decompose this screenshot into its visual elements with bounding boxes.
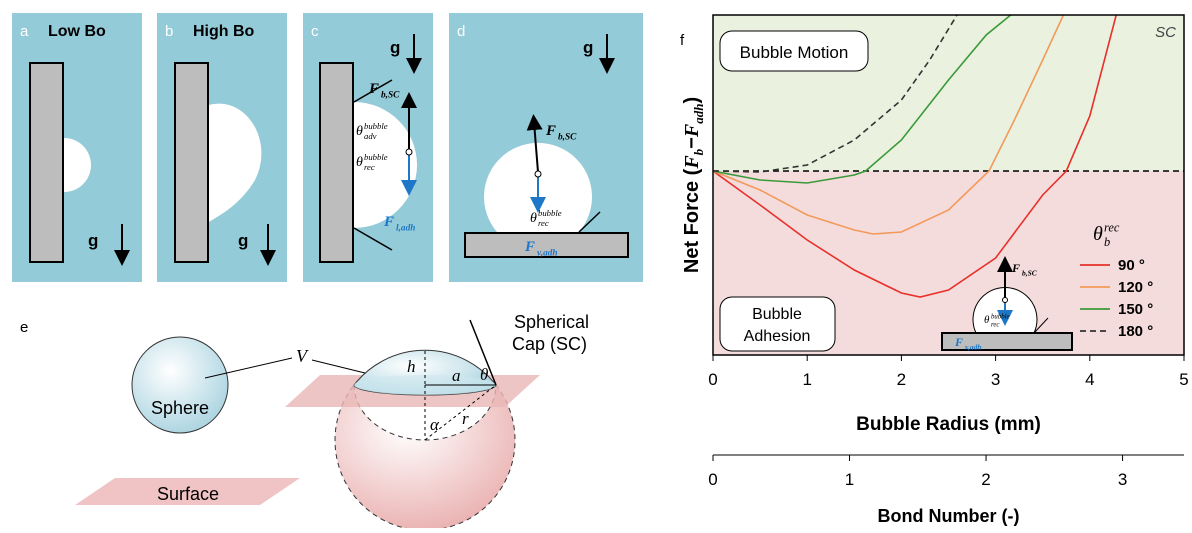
symbol: θ bbox=[1093, 223, 1103, 245]
sphere bbox=[132, 337, 228, 433]
gravity-label: g bbox=[583, 38, 593, 57]
superscript: rec bbox=[1104, 221, 1120, 235]
subscript: b,SC bbox=[1022, 269, 1038, 278]
superscript: bubble bbox=[364, 121, 388, 131]
x2-tick-label: 3 bbox=[1118, 470, 1127, 489]
y-title-part: adh bbox=[691, 104, 706, 124]
subscript: rec bbox=[364, 162, 375, 172]
base-radius-label: a bbox=[452, 366, 461, 385]
cap-label: Spherical bbox=[514, 312, 589, 332]
annotation: SC bbox=[1155, 24, 1176, 41]
symbol: θ bbox=[530, 211, 537, 226]
x-tick-label: 1 bbox=[802, 370, 811, 389]
x-axis-title: Bubble Radius (mm) bbox=[856, 414, 1041, 435]
panel-label: f bbox=[680, 32, 685, 49]
superscript: bubble bbox=[364, 152, 388, 162]
panel-label: b bbox=[165, 23, 173, 40]
subscript: l,adh bbox=[396, 224, 415, 234]
symbol: θ bbox=[356, 124, 363, 139]
center bbox=[406, 149, 412, 155]
y-title-part: − bbox=[681, 137, 703, 149]
symbol: F bbox=[545, 123, 556, 139]
gravity-label: g bbox=[390, 38, 400, 57]
cap-label: Cap (SC) bbox=[512, 334, 587, 354]
wall bbox=[30, 63, 63, 262]
y-title-part: Net Force ( bbox=[681, 168, 703, 273]
subscript: b,SC bbox=[381, 91, 400, 101]
radius-label: r bbox=[462, 409, 469, 428]
panel-label: a bbox=[20, 23, 29, 40]
panel-title: High Bo bbox=[193, 23, 255, 40]
x2-tick-label: 0 bbox=[708, 470, 717, 489]
y-title-part: F bbox=[681, 123, 703, 138]
angle-label: θ bbox=[480, 365, 488, 384]
page: { "panels": { "a": {"label": "a", "title… bbox=[0, 0, 1192, 533]
superscript: bubble bbox=[991, 313, 1010, 320]
x2-axis-title: Bond Number (-) bbox=[878, 506, 1020, 526]
annotation: Bubble Motion bbox=[740, 43, 849, 62]
x2-tick-label: 2 bbox=[981, 470, 990, 489]
panel-title: Low Bo bbox=[48, 23, 106, 40]
panel-a: a Low Bo g bbox=[12, 13, 142, 282]
wall bbox=[175, 63, 208, 262]
legend-label: 90 ° bbox=[1118, 257, 1145, 274]
subscript: v,adh bbox=[537, 249, 558, 259]
gravity-label: g bbox=[238, 231, 248, 250]
symbol: θ bbox=[984, 314, 990, 326]
symbol: F bbox=[524, 239, 535, 255]
y-title-part: F bbox=[681, 155, 703, 170]
sphere-label: Sphere bbox=[151, 398, 209, 418]
x-tick-label: 3 bbox=[991, 370, 1000, 389]
symbol: F bbox=[368, 81, 379, 97]
surface-label: Surface bbox=[157, 484, 219, 504]
subscript: adv bbox=[364, 131, 377, 141]
symbol: θ bbox=[356, 155, 363, 170]
legend-label: 120 ° bbox=[1118, 279, 1153, 296]
alpha-label: α bbox=[430, 415, 440, 434]
panel-b: b High Bo g bbox=[157, 13, 287, 282]
y-title-part: ) bbox=[681, 97, 703, 104]
y-axis-title: Net Force (Fb−Fadh) bbox=[681, 97, 706, 273]
symbol: F bbox=[954, 335, 963, 349]
chart: 0 1 2 3 4 5 Bubble Radius (mm) 0 1 2 3 Bond Number … bbox=[680, 15, 1189, 526]
x-tick-label: 2 bbox=[897, 370, 906, 389]
figure: a Low Bo g b High Bo g c g d g e Surface… bbox=[0, 0, 1192, 528]
symbol: F bbox=[383, 214, 394, 230]
inset-center bbox=[1003, 298, 1008, 303]
x-tick-label: 4 bbox=[1085, 370, 1094, 389]
x-tick-label: 0 bbox=[708, 370, 717, 389]
annotation: Bubble bbox=[752, 306, 802, 323]
panel-label: d bbox=[457, 23, 465, 40]
legend-label: 180 ° bbox=[1118, 323, 1153, 340]
panel-d: d g bbox=[449, 13, 643, 282]
subscript: rec bbox=[991, 321, 999, 328]
x2-tick-label: 1 bbox=[845, 470, 854, 489]
x-tick-label: 5 bbox=[1179, 370, 1188, 389]
gravity-label: g bbox=[88, 231, 98, 250]
height-label: h bbox=[407, 357, 416, 376]
subscript: b bbox=[1104, 235, 1110, 249]
panel-e: e Surface Sphere V h a θ α r Spherical C… bbox=[20, 312, 589, 528]
volume-label: V bbox=[296, 346, 309, 366]
annotation: Adhesion bbox=[744, 328, 811, 345]
panel-label: c bbox=[311, 23, 319, 40]
wall bbox=[320, 63, 353, 262]
center bbox=[535, 171, 541, 177]
subscript: rec bbox=[538, 218, 549, 228]
subscript: v,adh bbox=[965, 343, 981, 352]
panel-c: c g bbox=[303, 13, 433, 282]
symbol: F bbox=[1011, 261, 1020, 275]
panel-label: e bbox=[20, 319, 28, 336]
subscript: b,SC bbox=[558, 133, 577, 143]
superscript: bubble bbox=[538, 208, 562, 218]
legend-label: 150 ° bbox=[1118, 301, 1153, 318]
v-pointer bbox=[312, 360, 365, 373]
